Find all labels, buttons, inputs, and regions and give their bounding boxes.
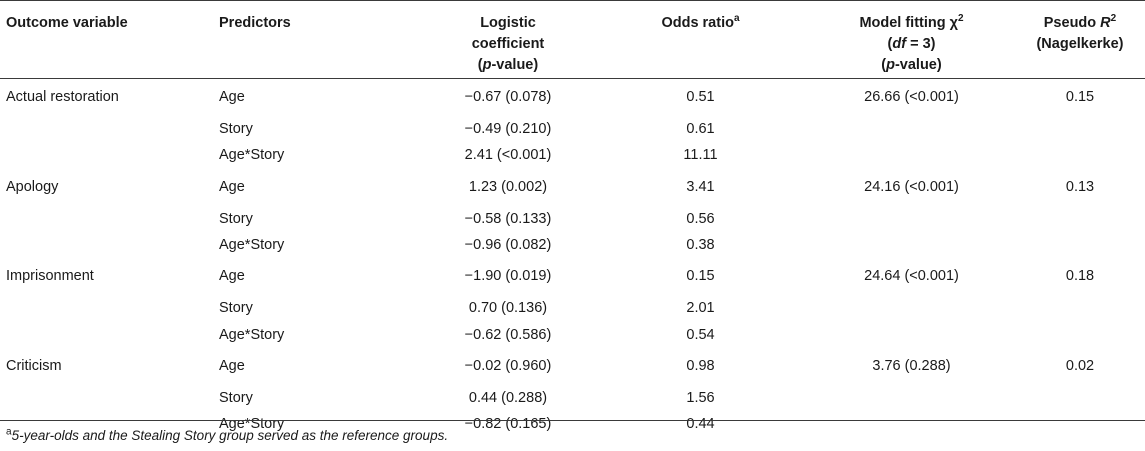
table-row: Story −0.58 (0.133) 0.56 bbox=[0, 206, 1145, 232]
table-row: Age*Story 2.41 (<0.001) 11.11 bbox=[0, 142, 1145, 168]
cell-odds-ratio: 0.51 bbox=[686, 89, 715, 105]
cell-pseudo-r2 bbox=[1015, 116, 1145, 142]
cell-pseudo-r2: 0.15 bbox=[1065, 89, 1095, 105]
cell-outcome-variable: Imprisonment bbox=[6, 268, 94, 285]
header-logistic-coefficient: Logistic coefficient (p-value) bbox=[423, 0, 593, 79]
cell-predictor: Age*Story bbox=[219, 326, 285, 343]
cell-predictor: Story bbox=[219, 210, 253, 227]
header-model-fitting: Model fitting χ2 (df = 3) (p-value) bbox=[808, 0, 1015, 79]
table-row: Apology Age 1.23 (0.002) 3.41 24.16 (<0.001)… bbox=[0, 169, 1145, 206]
cell-odds-ratio: 3.41 bbox=[686, 178, 715, 195]
cell-outcome-variable bbox=[0, 321, 213, 347]
cell-predictor: Story bbox=[219, 389, 253, 406]
footnote-divider bbox=[0, 420, 1145, 421]
cell-logistic-coefficient: −0.58 (0.133) bbox=[464, 210, 552, 227]
cell-model-fitting: 3.76 (0.288) bbox=[872, 357, 951, 374]
table-header-row: Outcome variable Predictors Logistic coe… bbox=[0, 0, 1145, 79]
cell-model-fitting bbox=[808, 116, 1015, 142]
cell-logistic-coefficient: 1.23 (0.002) bbox=[468, 178, 548, 195]
table-body: Actual restoration Age −0.67 (0.078) 0.51 26… bbox=[0, 79, 1145, 438]
cell-odds-ratio: 0.44 bbox=[686, 416, 715, 433]
cell-pseudo-r2: 0.13 bbox=[1065, 178, 1095, 195]
cell-model-fitting bbox=[808, 142, 1015, 168]
cell-logistic-coefficient: −1.90 (0.019) bbox=[464, 268, 552, 285]
cell-logistic-coefficient: 0.70 (0.136) bbox=[468, 300, 548, 317]
table-row: Criticism Age −0.02 (0.960) 0.98 3.76 (0.288… bbox=[0, 348, 1145, 385]
cell-predictor: Age*Story bbox=[219, 237, 285, 254]
cell-pseudo-r2: 0.18 bbox=[1065, 268, 1095, 285]
cell-logistic-coefficient: −0.82 (0.165) bbox=[464, 416, 552, 433]
cell-pseudo-r2 bbox=[1015, 295, 1145, 321]
header-pseudo-r2: Pseudo R2 (Nagelkerke) bbox=[1015, 0, 1145, 79]
cell-logistic-coefficient: −0.49 (0.210) bbox=[464, 121, 552, 138]
cell-pseudo-r2 bbox=[1015, 321, 1145, 347]
table-row: Actual restoration Age −0.67 (0.078) 0.51 26… bbox=[0, 79, 1145, 117]
cell-model-fitting bbox=[808, 411, 1015, 437]
logistic-regression-table: Outcome variable Predictors Logistic coe… bbox=[0, 0, 1145, 438]
cell-logistic-coefficient: −0.96 (0.082) bbox=[464, 237, 552, 254]
cell-pseudo-r2 bbox=[1015, 206, 1145, 232]
table-row: Story 0.44 (0.288) 1.56 bbox=[0, 385, 1145, 411]
cell-logistic-coefficient: −0.67 (0.078) bbox=[464, 89, 552, 105]
cell-odds-ratio: 0.56 bbox=[686, 210, 715, 227]
header-odds-ratio: Odds ratioa bbox=[593, 0, 808, 79]
cell-odds-ratio: 0.38 bbox=[686, 237, 715, 254]
cell-predictor: Age bbox=[219, 89, 245, 105]
table-footnote: a5-year-olds and the Stealing Story grou… bbox=[6, 426, 449, 443]
cell-logistic-coefficient: 2.41 (<0.001) bbox=[464, 147, 552, 164]
table-row: Age*Story −0.96 (0.082) 0.38 bbox=[0, 232, 1145, 258]
cell-odds-ratio: 0.61 bbox=[686, 121, 715, 138]
cell-pseudo-r2 bbox=[1015, 411, 1145, 437]
cell-outcome-variable bbox=[0, 142, 213, 168]
cell-outcome-variable: Apology bbox=[6, 178, 59, 195]
cell-predictor: Story bbox=[219, 121, 253, 138]
cell-logistic-coefficient: −0.02 (0.960) bbox=[464, 357, 552, 374]
cell-pseudo-r2 bbox=[1015, 142, 1145, 168]
cell-model-fitting bbox=[808, 232, 1015, 258]
cell-model-fitting: 24.16 (<0.001) bbox=[864, 178, 959, 195]
cell-odds-ratio: 0.54 bbox=[686, 326, 715, 343]
cell-model-fitting bbox=[808, 295, 1015, 321]
cell-model-fitting bbox=[808, 385, 1015, 411]
cell-logistic-coefficient: −0.62 (0.586) bbox=[464, 326, 552, 343]
cell-predictor: Age bbox=[219, 268, 245, 285]
header-predictors: Predictors bbox=[213, 0, 423, 79]
cell-predictor: Age bbox=[219, 178, 245, 195]
cell-model-fitting bbox=[808, 206, 1015, 232]
cell-odds-ratio: 0.98 bbox=[686, 357, 715, 374]
cell-pseudo-r2 bbox=[1015, 385, 1145, 411]
cell-predictor: Age bbox=[219, 357, 245, 374]
cell-logistic-coefficient: 0.44 (0.288) bbox=[468, 389, 548, 406]
header-outcome-variable: Outcome variable bbox=[0, 0, 213, 79]
cell-predictor: Story bbox=[219, 300, 253, 317]
table-row: Imprisonment Age −1.90 (0.019) 0.15 24.64 (<… bbox=[0, 258, 1145, 295]
cell-odds-ratio: 0.15 bbox=[686, 268, 715, 285]
table-row: Story −0.49 (0.210) 0.61 bbox=[0, 116, 1145, 142]
table-row: Age*Story −0.62 (0.586) 0.54 bbox=[0, 321, 1145, 347]
cell-outcome-variable bbox=[0, 206, 213, 232]
cell-outcome-variable bbox=[0, 385, 213, 411]
cell-outcome-variable bbox=[0, 116, 213, 142]
cell-model-fitting bbox=[808, 321, 1015, 347]
cell-outcome-variable bbox=[0, 295, 213, 321]
cell-outcome-variable: Actual restoration bbox=[6, 89, 119, 105]
cell-model-fitting: 26.66 (<0.001) bbox=[864, 89, 959, 105]
cell-odds-ratio: 1.56 bbox=[686, 389, 715, 406]
table-row: Story 0.70 (0.136) 2.01 bbox=[0, 295, 1145, 321]
cell-odds-ratio: 2.01 bbox=[686, 300, 715, 317]
cell-predictor: Age*Story bbox=[219, 147, 285, 164]
cell-model-fitting: 24.64 (<0.001) bbox=[864, 268, 959, 285]
cell-pseudo-r2: 0.02 bbox=[1065, 357, 1095, 374]
cell-outcome-variable: Criticism bbox=[6, 357, 62, 374]
cell-odds-ratio: 11.11 bbox=[683, 147, 718, 164]
cell-outcome-variable bbox=[0, 232, 213, 258]
cell-pseudo-r2 bbox=[1015, 232, 1145, 258]
